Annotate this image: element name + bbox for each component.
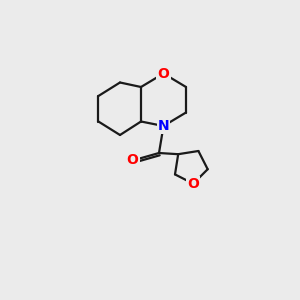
Text: O: O [187, 177, 199, 191]
Text: N: N [158, 119, 169, 133]
Text: O: O [127, 154, 139, 167]
Text: O: O [158, 67, 169, 80]
